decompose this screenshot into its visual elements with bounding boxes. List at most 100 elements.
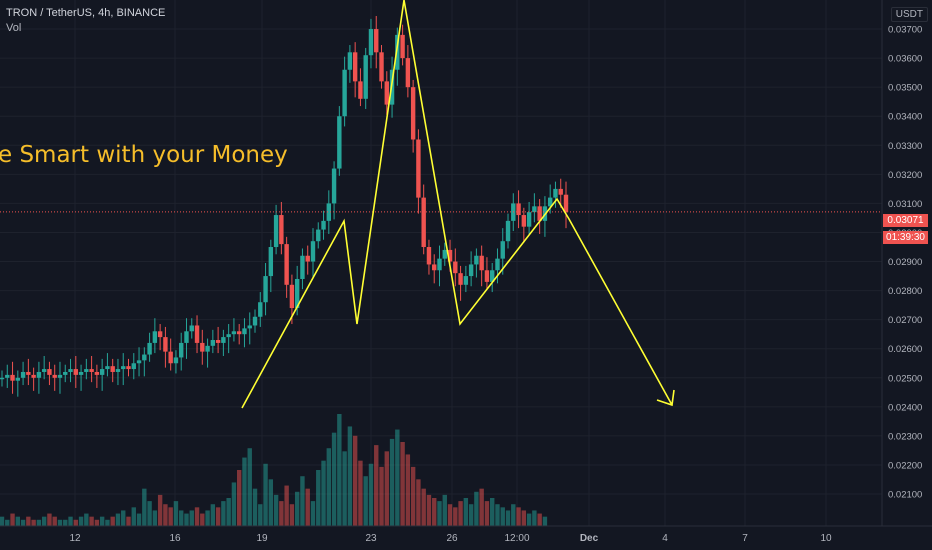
volume-bar — [500, 507, 505, 526]
x-tick-label: 7 — [742, 533, 748, 544]
candle-body — [442, 249, 447, 259]
symbol-title[interactable]: TRON / TetherUS, 4h, BINANCE — [6, 7, 166, 19]
candle-body — [532, 206, 537, 213]
candle-body — [405, 58, 411, 88]
volume-bar — [179, 510, 184, 526]
x-tick-label: 10 — [820, 533, 832, 544]
candle-body — [384, 81, 389, 105]
x-tick-label: 16 — [169, 533, 181, 544]
candle-body — [136, 360, 142, 364]
volume-bar — [20, 519, 26, 526]
volume-bar — [236, 470, 242, 526]
candle-body — [210, 340, 216, 346]
volume-bar — [326, 448, 332, 526]
volume-bar — [484, 501, 490, 526]
candle-body — [173, 357, 179, 364]
volume-bar — [168, 507, 173, 526]
volume-bar — [532, 510, 537, 526]
candle-body — [200, 342, 205, 352]
candle-body — [352, 52, 358, 82]
candle-body — [432, 264, 437, 271]
volume-bar — [126, 516, 131, 526]
candle-body — [558, 188, 563, 195]
candle-body — [252, 316, 258, 326]
candle-body — [242, 328, 247, 335]
volume-bar — [200, 513, 205, 526]
volume-bar — [52, 516, 57, 526]
candle-body — [474, 255, 479, 265]
volume-bar — [121, 510, 126, 526]
y-tick-label: 0.02200 — [888, 460, 922, 471]
volume-bar — [173, 501, 179, 526]
candle-body — [152, 331, 158, 343]
candle-body — [500, 241, 505, 259]
candle-body — [31, 374, 36, 378]
candle-body — [168, 351, 173, 364]
x-tick-label: 19 — [256, 533, 268, 544]
volume-bar — [99, 516, 105, 526]
volume-bar — [374, 445, 379, 526]
y-tick-label: 0.03600 — [888, 54, 922, 65]
candle-body — [421, 197, 426, 248]
volume-bar — [342, 451, 347, 526]
candle-body — [316, 229, 321, 242]
volume-bar — [289, 504, 295, 526]
volume-bar — [368, 463, 374, 526]
volume-bar — [294, 491, 300, 526]
candle-body — [0, 377, 5, 380]
volume-bar — [5, 519, 10, 526]
volume-bar — [258, 504, 263, 526]
time-axis[interactable]: 12 16 19 23 26 12:00 Dec 4 7 10 — [69, 533, 832, 544]
x-tick-label: 12:00 — [504, 533, 529, 544]
volume-bar — [36, 519, 42, 526]
y-tick-label: 0.03500 — [888, 83, 922, 94]
volume-bar — [105, 519, 110, 526]
volume-bar — [453, 507, 458, 526]
candle-body — [189, 325, 194, 332]
volume-bar — [405, 454, 411, 526]
y-tick-label: 0.02400 — [888, 402, 922, 413]
candle-body — [468, 264, 474, 277]
candle-body — [5, 374, 10, 378]
candle-body — [263, 276, 268, 303]
candle-body — [337, 116, 342, 169]
candle-body — [294, 278, 300, 309]
volume-bar — [521, 510, 527, 526]
volume-bar — [347, 426, 353, 526]
candle-body — [521, 215, 527, 227]
volume-bar — [352, 435, 358, 526]
y-tick-label: 0.03700 — [888, 25, 922, 36]
y-tick-label: 0.02100 — [888, 490, 922, 501]
candle-body — [490, 270, 495, 282]
volume-bar — [442, 494, 447, 526]
volume-bar — [210, 504, 216, 526]
candle-body — [221, 337, 226, 343]
y-tick-label: 0.02900 — [888, 257, 922, 268]
candle-body — [131, 363, 136, 370]
volume-bar — [10, 513, 15, 526]
volume-bar — [184, 513, 189, 526]
candle-body — [331, 168, 337, 204]
candle-body — [205, 345, 210, 352]
candle-body — [36, 371, 42, 378]
candle-body — [321, 220, 326, 230]
candle-body — [184, 331, 189, 343]
volume-bar — [131, 507, 136, 526]
candle-body — [289, 284, 295, 309]
candle-body — [326, 203, 332, 221]
volume-bar — [505, 510, 511, 526]
currency-selector[interactable]: USDT — [890, 7, 928, 22]
candle-body — [142, 354, 147, 361]
bar-countdown-label: 01:39:30 — [883, 231, 928, 244]
volume-bar — [136, 513, 142, 526]
volume-bar — [41, 516, 47, 526]
candle-body — [268, 247, 274, 277]
candle-body — [147, 342, 152, 355]
volume-bar — [279, 501, 284, 526]
volume-indicator-label[interactable]: Vol — [6, 22, 22, 34]
volume-bar — [479, 488, 484, 526]
volume-bar — [410, 466, 416, 526]
candle-body — [447, 249, 453, 262]
